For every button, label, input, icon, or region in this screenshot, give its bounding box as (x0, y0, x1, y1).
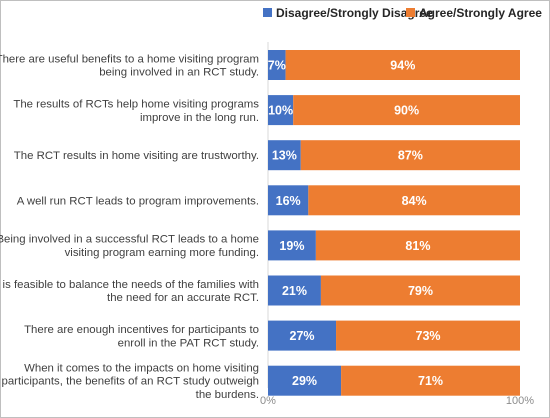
data-label-agree: 73% (416, 329, 441, 343)
bar-agree (315, 230, 520, 261)
category-label-line: When it comes to the impacts on home vis… (24, 362, 259, 374)
category-label-line: participants, the benefits of an RCT stu… (2, 376, 260, 388)
data-label-agree: 79% (408, 284, 433, 298)
data-label-agree: 87% (398, 149, 423, 163)
category-label-line: the need for an accurate RCT. (107, 292, 259, 304)
category-label: The results of RCTs help home visiting p… (13, 98, 259, 123)
category-label: When it comes to the impacts on home vis… (2, 362, 260, 401)
category-label: The RCT results in home visiting are tru… (14, 150, 259, 162)
bar-disagree (268, 320, 337, 351)
bar-agree (293, 95, 520, 126)
legend-label-agree: Agree/Strongly Agree (419, 6, 542, 20)
legend-swatch-disagree (263, 8, 272, 17)
bar-disagree (268, 185, 309, 216)
data-label-disagree: 10% (268, 104, 293, 118)
category-label-line: A well run RCT leads to program improvem… (17, 195, 259, 207)
category-label: There are useful benefits to a home visi… (0, 53, 259, 78)
category-label-line: The results of RCTs help home visiting p… (13, 98, 259, 110)
category-label-line: The RCT results in home visiting are tru… (14, 150, 259, 162)
data-label-disagree: 19% (279, 239, 304, 253)
bar-disagree (268, 275, 321, 306)
legend-label-disagree: Disagree/Strongly Disagree (276, 6, 433, 20)
bar-disagree (268, 230, 316, 261)
category-label: There are enough incentives for particip… (24, 324, 259, 349)
category-label: A well run RCT leads to program improvem… (17, 195, 259, 207)
category-label-line: visiting program earning more funding. (65, 247, 259, 259)
data-label-agree: 90% (394, 104, 419, 118)
data-label-disagree: 7% (268, 59, 286, 73)
category-label-line: improve in the long run. (140, 112, 259, 124)
bar-agree (308, 185, 520, 216)
data-label-agree: 81% (405, 239, 430, 253)
data-label-agree: 84% (402, 194, 427, 208)
bar-agree (336, 320, 520, 351)
category-label-line: There are enough incentives for particip… (24, 324, 259, 336)
data-label-disagree: 21% (282, 284, 307, 298)
category-label-line: There are useful benefits to a home visi… (0, 53, 259, 65)
x-tick-label-0: 0% (260, 395, 276, 407)
x-tick-label-100: 100% (506, 395, 534, 407)
category-label: Being involved in a successful RCT leads… (0, 234, 259, 259)
data-label-agree: 71% (418, 374, 443, 388)
category-label-line: the burdens. (196, 389, 259, 401)
category-label: It is feasible to balance the needs of t… (0, 279, 259, 304)
data-label-disagree: 13% (272, 149, 297, 163)
category-label-line: enroll in the PAT RCT study. (118, 337, 259, 349)
category-label-line: It is feasible to balance the needs of t… (0, 279, 259, 291)
data-label-disagree: 29% (292, 374, 317, 388)
bar-disagree (268, 95, 294, 126)
bar-agree (285, 50, 520, 80)
bar-disagree (268, 50, 286, 80)
bar-agree (341, 365, 520, 396)
bar-disagree (268, 365, 342, 396)
data-label-agree: 94% (390, 59, 415, 73)
bar-agree (300, 140, 520, 171)
data-label-disagree: 27% (290, 329, 315, 343)
data-label-disagree: 16% (276, 194, 301, 208)
category-label-line: Being involved in a successful RCT leads… (0, 234, 259, 246)
bar-agree (320, 275, 520, 306)
category-label-line: being involved in an RCT study. (99, 67, 259, 79)
bar-disagree (268, 140, 301, 171)
legend-swatch-agree (406, 8, 415, 17)
